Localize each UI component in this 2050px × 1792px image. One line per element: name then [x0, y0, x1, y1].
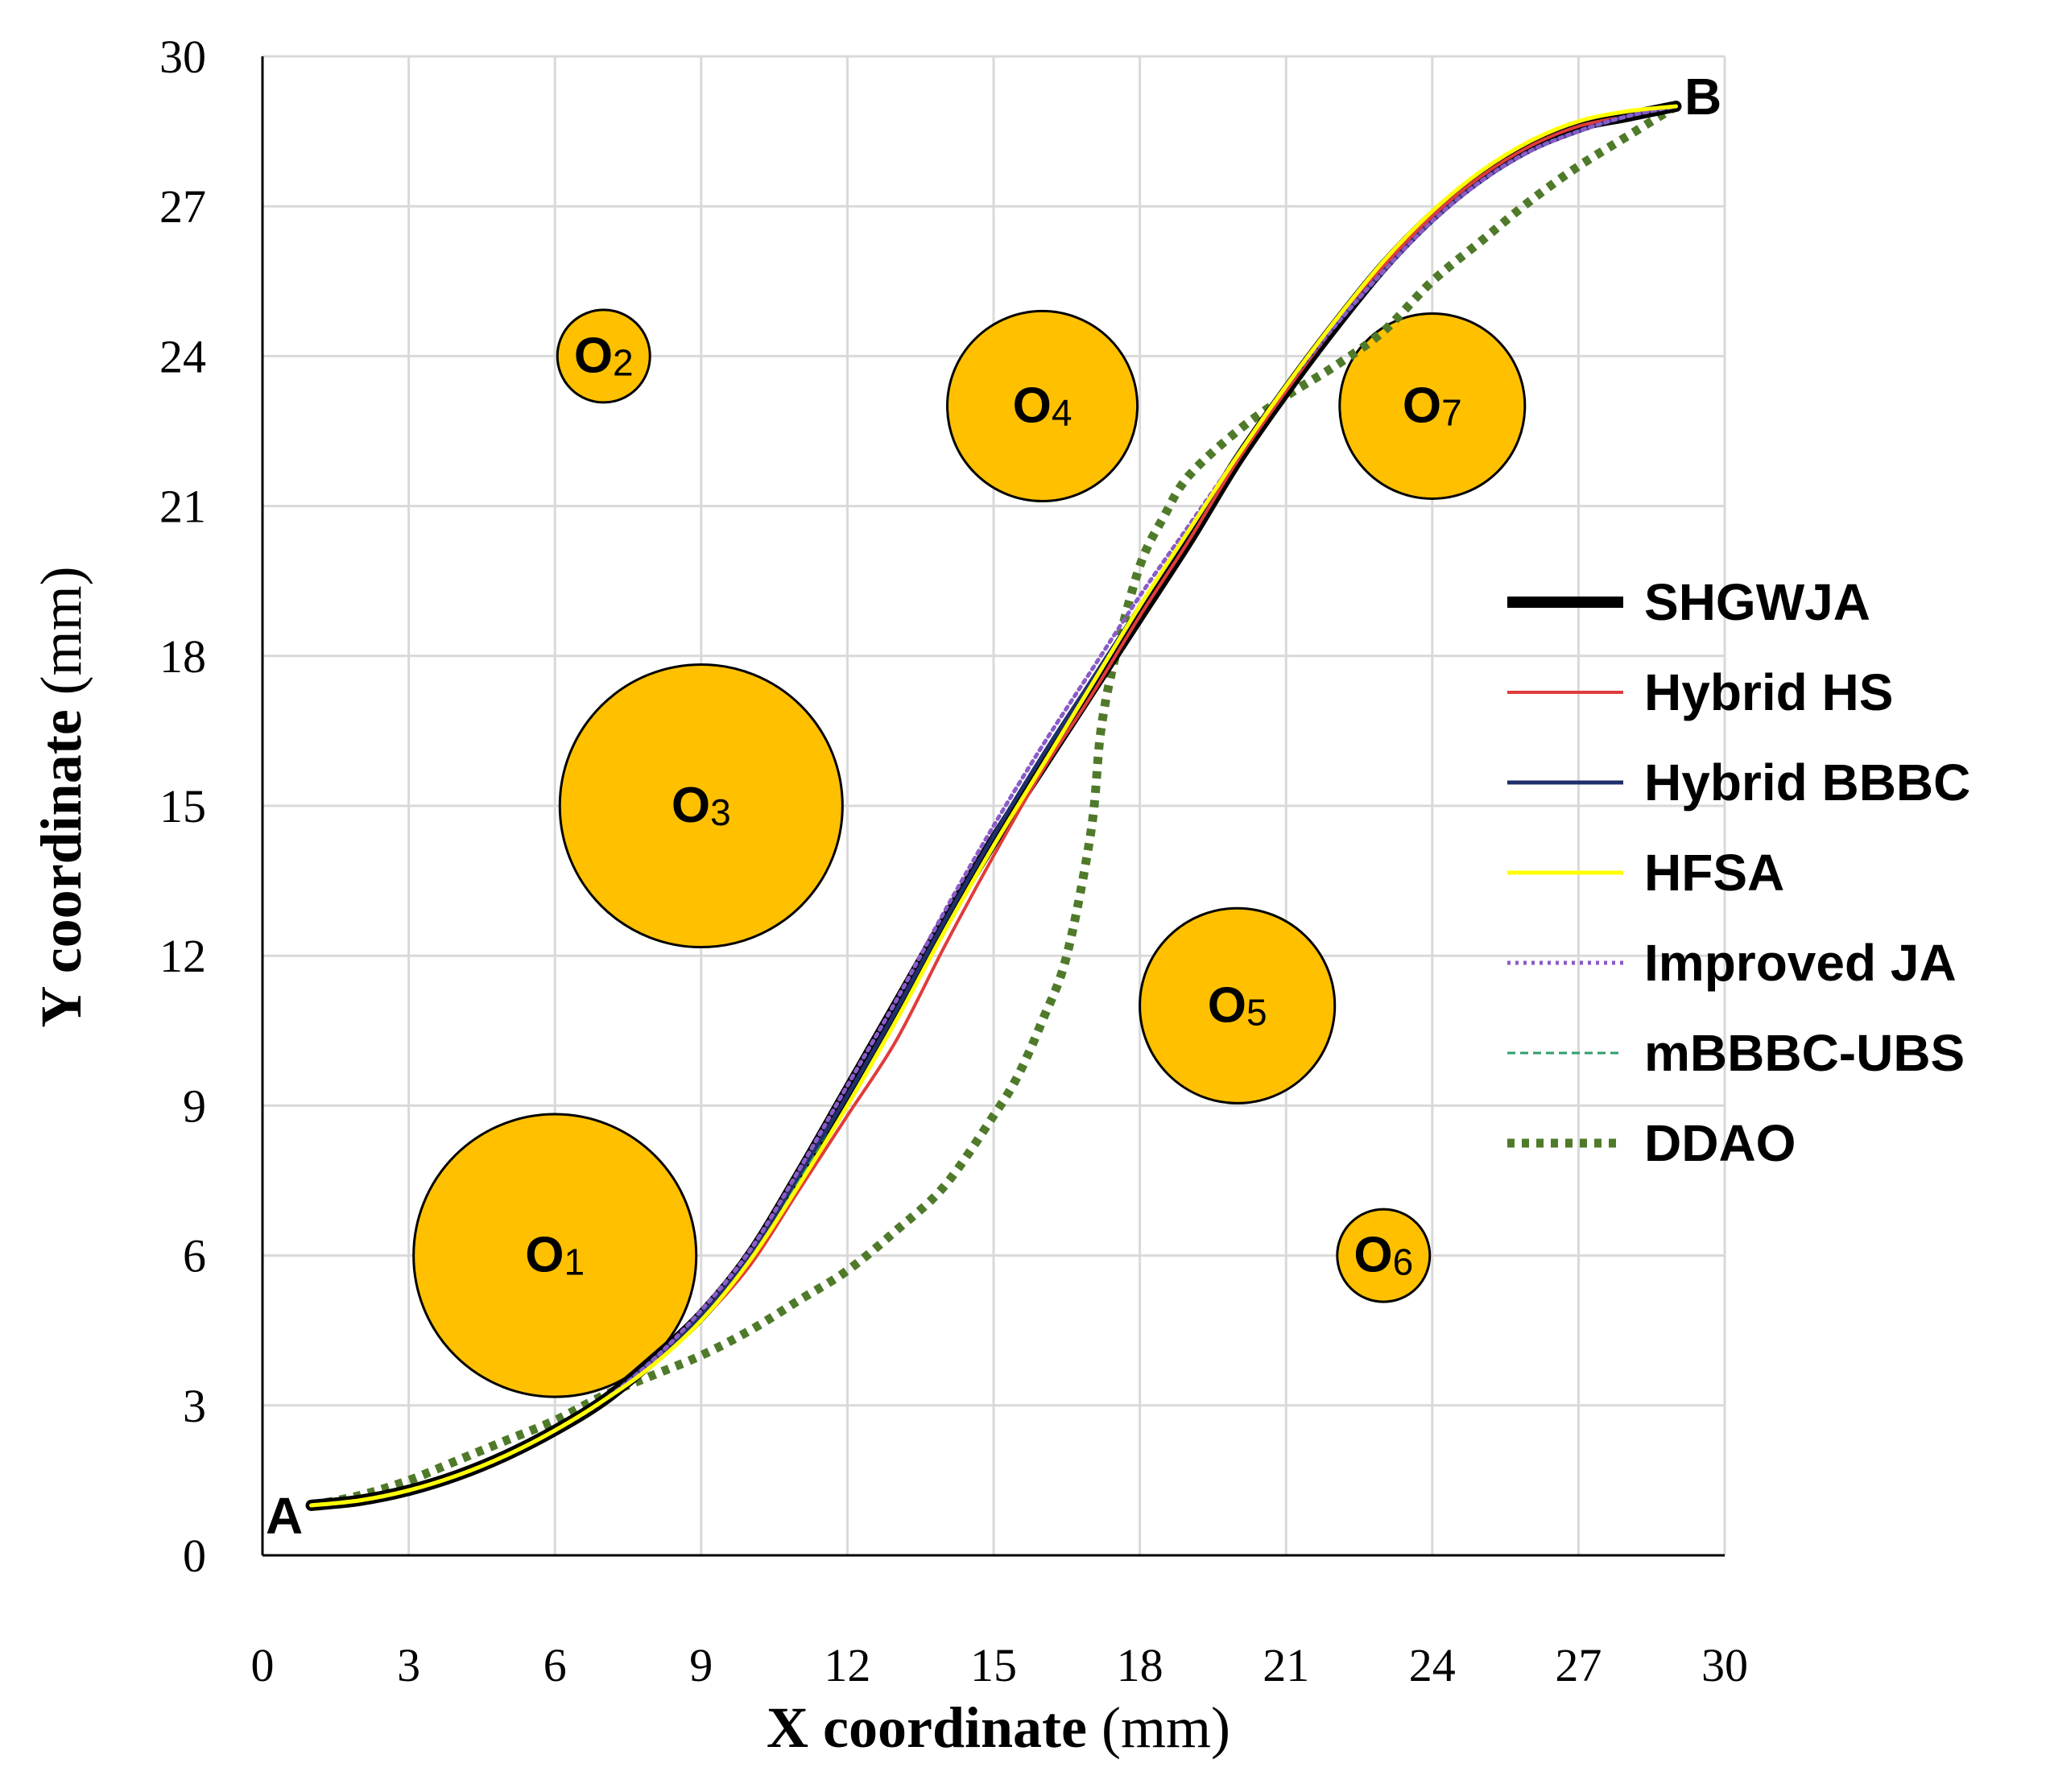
x-axis-unit: (mm)	[1101, 1695, 1230, 1760]
obstacle-circle	[945, 309, 1139, 503]
x-tick-label: 24	[1409, 1639, 1456, 1691]
obstacle-label-subscript: 4	[1052, 391, 1073, 433]
x-tick-label: 15	[970, 1639, 1017, 1691]
x-tick-label: 3	[397, 1639, 420, 1691]
y-tick-label: 15	[159, 780, 206, 832]
series-line-hfsa	[309, 104, 1678, 1508]
obstacle-label-subscript: 1	[564, 1241, 585, 1283]
legend-label: Improved JA	[1644, 934, 1957, 992]
y-tick-label: 6	[183, 1230, 206, 1282]
x-tick-label: 30	[1701, 1639, 1748, 1691]
obstacle-label: O6	[1354, 1228, 1413, 1283]
legend-label: Hybrid BBBC	[1644, 754, 1970, 811]
y-tick-label: 21	[159, 481, 206, 533]
y-tick-label: 12	[159, 930, 206, 982]
obstacle-circle	[412, 1113, 698, 1398]
x-tick-label: 21	[1263, 1639, 1309, 1691]
axes	[261, 56, 1725, 1557]
y-tick-label: 24	[159, 330, 206, 382]
obstacle-label-subscript: 3	[710, 791, 731, 833]
legend-label: SHGWJA	[1644, 573, 1870, 631]
x-axis-title-text: X coordinate	[767, 1695, 1087, 1760]
y-tick-label: 9	[183, 1080, 206, 1132]
x-tick-label: 27	[1555, 1639, 1602, 1691]
y-tick-label: 30	[159, 31, 206, 83]
obstacle-label-subscript: 7	[1441, 391, 1462, 433]
x-axis-title: X coordinate (mm)	[767, 1695, 1230, 1760]
obstacle-circle	[1139, 906, 1337, 1105]
obstacle-label: O3	[672, 778, 731, 833]
obstacle-circle	[1338, 312, 1527, 500]
y-axis-title-text: Y coordinate	[29, 709, 93, 1027]
y-tick-label: 27	[159, 180, 206, 233]
y-tick-label: 18	[159, 630, 206, 683]
obstacle-label: O2	[574, 328, 634, 383]
obstacle-label-prefix: O	[1403, 378, 1441, 433]
obstacle-label: O5	[1208, 977, 1267, 1033]
series-paths	[305, 101, 1682, 1511]
obstacle-label-prefix: O	[672, 778, 710, 833]
x-tick-label: 18	[1117, 1639, 1163, 1691]
legend-label: HFSA	[1644, 844, 1784, 902]
obstacle-label-prefix: O	[525, 1228, 564, 1283]
legend-label: Hybrid HS	[1644, 663, 1893, 721]
obstacle-label-prefix: O	[574, 328, 613, 383]
obstacle-label-prefix: O	[1208, 977, 1246, 1033]
obstacle-label-prefix: O	[1013, 378, 1052, 433]
end-point-label: B	[1684, 68, 1721, 126]
obstacle-label: O7	[1403, 378, 1462, 433]
obstacle-label: O4	[1013, 378, 1073, 433]
obstacle-circle	[556, 308, 651, 404]
obstacle-circle	[558, 663, 844, 949]
obstacle-label: O1	[525, 1228, 585, 1283]
legend-label: mBBBC-UBS	[1644, 1024, 1965, 1082]
obstacle-label-prefix: O	[1354, 1228, 1392, 1283]
obstacle-label-subscript: 5	[1246, 991, 1267, 1033]
y-axis-title: Y coordinate (mm)	[29, 566, 93, 1027]
y-tick-label: 3	[183, 1380, 206, 1432]
y-axis-unit: (mm)	[29, 566, 93, 695]
start-point-label: A	[266, 1487, 303, 1545]
legend-label: DDAO	[1644, 1114, 1796, 1172]
obstacle-label-subscript: 2	[613, 341, 634, 383]
obstacle-label-subscript: 6	[1393, 1241, 1414, 1283]
x-tick-label: 12	[824, 1639, 870, 1691]
legend: SHGWJA Hybrid HS Hybrid BBBC HFSA Improved J…	[1507, 573, 1970, 1172]
obstacle-circle	[1336, 1208, 1432, 1303]
x-tick-label: 0	[251, 1639, 275, 1691]
y-tick-label: 0	[183, 1530, 206, 1582]
x-tick-label: 9	[689, 1639, 713, 1691]
x-tick-label: 6	[543, 1639, 567, 1691]
